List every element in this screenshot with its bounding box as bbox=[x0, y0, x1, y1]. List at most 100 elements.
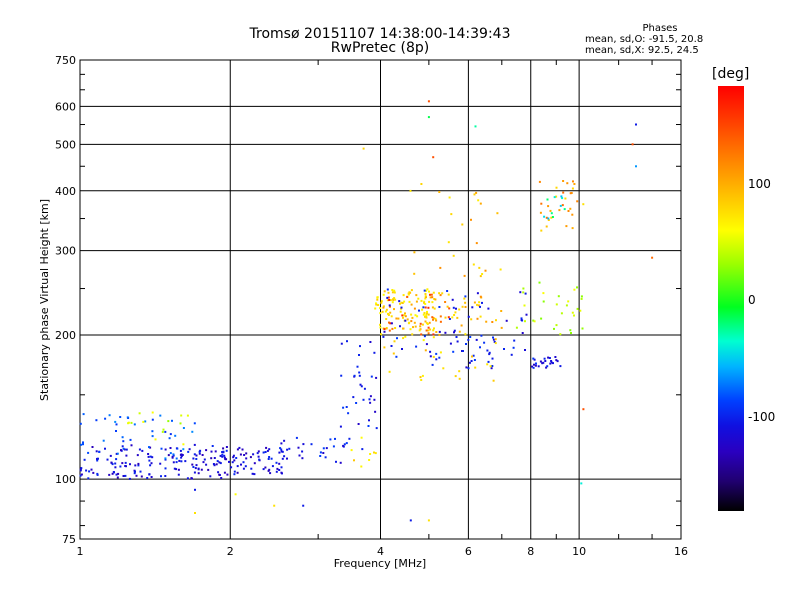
data-point bbox=[264, 451, 267, 453]
data-point bbox=[367, 425, 370, 427]
data-point bbox=[358, 354, 360, 356]
data-point bbox=[357, 423, 360, 425]
data-point bbox=[110, 461, 113, 464]
data-point bbox=[435, 358, 438, 361]
data-point bbox=[374, 410, 377, 413]
data-point bbox=[197, 468, 200, 471]
data-point bbox=[488, 351, 491, 354]
data-point bbox=[410, 303, 413, 306]
data-point bbox=[467, 367, 470, 370]
data-point bbox=[380, 333, 382, 336]
data-point bbox=[194, 488, 196, 491]
data-point bbox=[119, 465, 122, 468]
data-point bbox=[379, 326, 382, 329]
data-point bbox=[329, 438, 332, 441]
x-tick-label: 4 bbox=[377, 545, 384, 558]
data-point bbox=[115, 452, 118, 455]
data-point bbox=[386, 296, 389, 299]
data-point bbox=[409, 189, 412, 192]
data-point bbox=[194, 467, 197, 470]
data-point bbox=[80, 467, 83, 470]
data-point bbox=[360, 385, 363, 388]
data-point bbox=[257, 450, 260, 453]
data-point bbox=[265, 446, 268, 449]
data-point bbox=[134, 464, 137, 467]
data-point bbox=[569, 207, 572, 210]
data-point bbox=[557, 295, 560, 298]
data-point bbox=[475, 191, 478, 194]
data-point bbox=[404, 312, 406, 315]
data-point bbox=[82, 413, 85, 416]
data-point bbox=[425, 289, 428, 292]
data-point bbox=[116, 476, 119, 479]
data-point bbox=[431, 296, 434, 299]
data-point bbox=[447, 293, 450, 296]
data-point bbox=[423, 289, 426, 292]
data-point bbox=[429, 350, 432, 353]
data-point bbox=[281, 450, 284, 453]
data-point bbox=[424, 303, 427, 305]
data-point bbox=[394, 298, 397, 301]
x-tick-label: 6 bbox=[465, 545, 472, 558]
data-point bbox=[476, 317, 479, 320]
data-point bbox=[301, 450, 304, 453]
data-point bbox=[491, 357, 494, 360]
data-point bbox=[453, 329, 456, 332]
data-point bbox=[387, 314, 390, 316]
data-point bbox=[207, 468, 210, 471]
data-point bbox=[362, 398, 365, 401]
data-point bbox=[162, 428, 165, 431]
data-point bbox=[369, 453, 372, 455]
data-point bbox=[524, 349, 526, 351]
data-point bbox=[470, 360, 473, 362]
data-point bbox=[151, 456, 154, 459]
data-point bbox=[384, 310, 387, 313]
data-point bbox=[90, 468, 93, 471]
data-point bbox=[444, 301, 447, 303]
data-point bbox=[425, 329, 428, 332]
data-point bbox=[225, 446, 228, 448]
data-point bbox=[400, 306, 403, 309]
data-point bbox=[484, 269, 487, 272]
phases-o-mode-stats: mean, sd,O: -91.5, 20.8 bbox=[585, 34, 704, 45]
data-point bbox=[429, 293, 431, 296]
data-point bbox=[395, 355, 398, 358]
data-point bbox=[198, 452, 201, 455]
data-point bbox=[479, 315, 482, 318]
data-point bbox=[434, 317, 437, 320]
data-point bbox=[148, 473, 151, 476]
data-point bbox=[358, 371, 361, 374]
data-point bbox=[377, 304, 380, 306]
data-point bbox=[419, 322, 422, 325]
data-point bbox=[249, 456, 252, 459]
data-point bbox=[195, 458, 198, 460]
colorbar-unit-label: [deg] bbox=[712, 66, 750, 82]
data-point bbox=[382, 306, 385, 309]
data-point bbox=[209, 475, 212, 478]
data-point bbox=[387, 312, 389, 315]
data-point bbox=[476, 303, 478, 306]
data-point bbox=[342, 444, 345, 447]
data-point bbox=[79, 468, 82, 471]
data-point bbox=[395, 317, 398, 320]
data-point bbox=[281, 457, 284, 460]
data-point bbox=[177, 468, 180, 471]
data-point bbox=[468, 361, 471, 364]
data-point bbox=[379, 307, 382, 310]
data-point bbox=[187, 450, 190, 453]
grid-lines bbox=[80, 60, 681, 539]
data-point bbox=[479, 346, 481, 349]
data-point bbox=[579, 309, 582, 312]
data-point bbox=[452, 306, 455, 309]
data-point bbox=[298, 454, 301, 457]
data-point bbox=[268, 456, 271, 458]
data-point bbox=[438, 292, 441, 295]
data-point bbox=[569, 329, 572, 332]
data-point bbox=[467, 338, 470, 341]
data-point bbox=[478, 301, 481, 304]
data-point bbox=[433, 307, 436, 310]
data-point bbox=[541, 362, 544, 365]
data-point bbox=[359, 345, 361, 348]
data-point bbox=[213, 464, 216, 467]
data-point bbox=[205, 449, 208, 452]
